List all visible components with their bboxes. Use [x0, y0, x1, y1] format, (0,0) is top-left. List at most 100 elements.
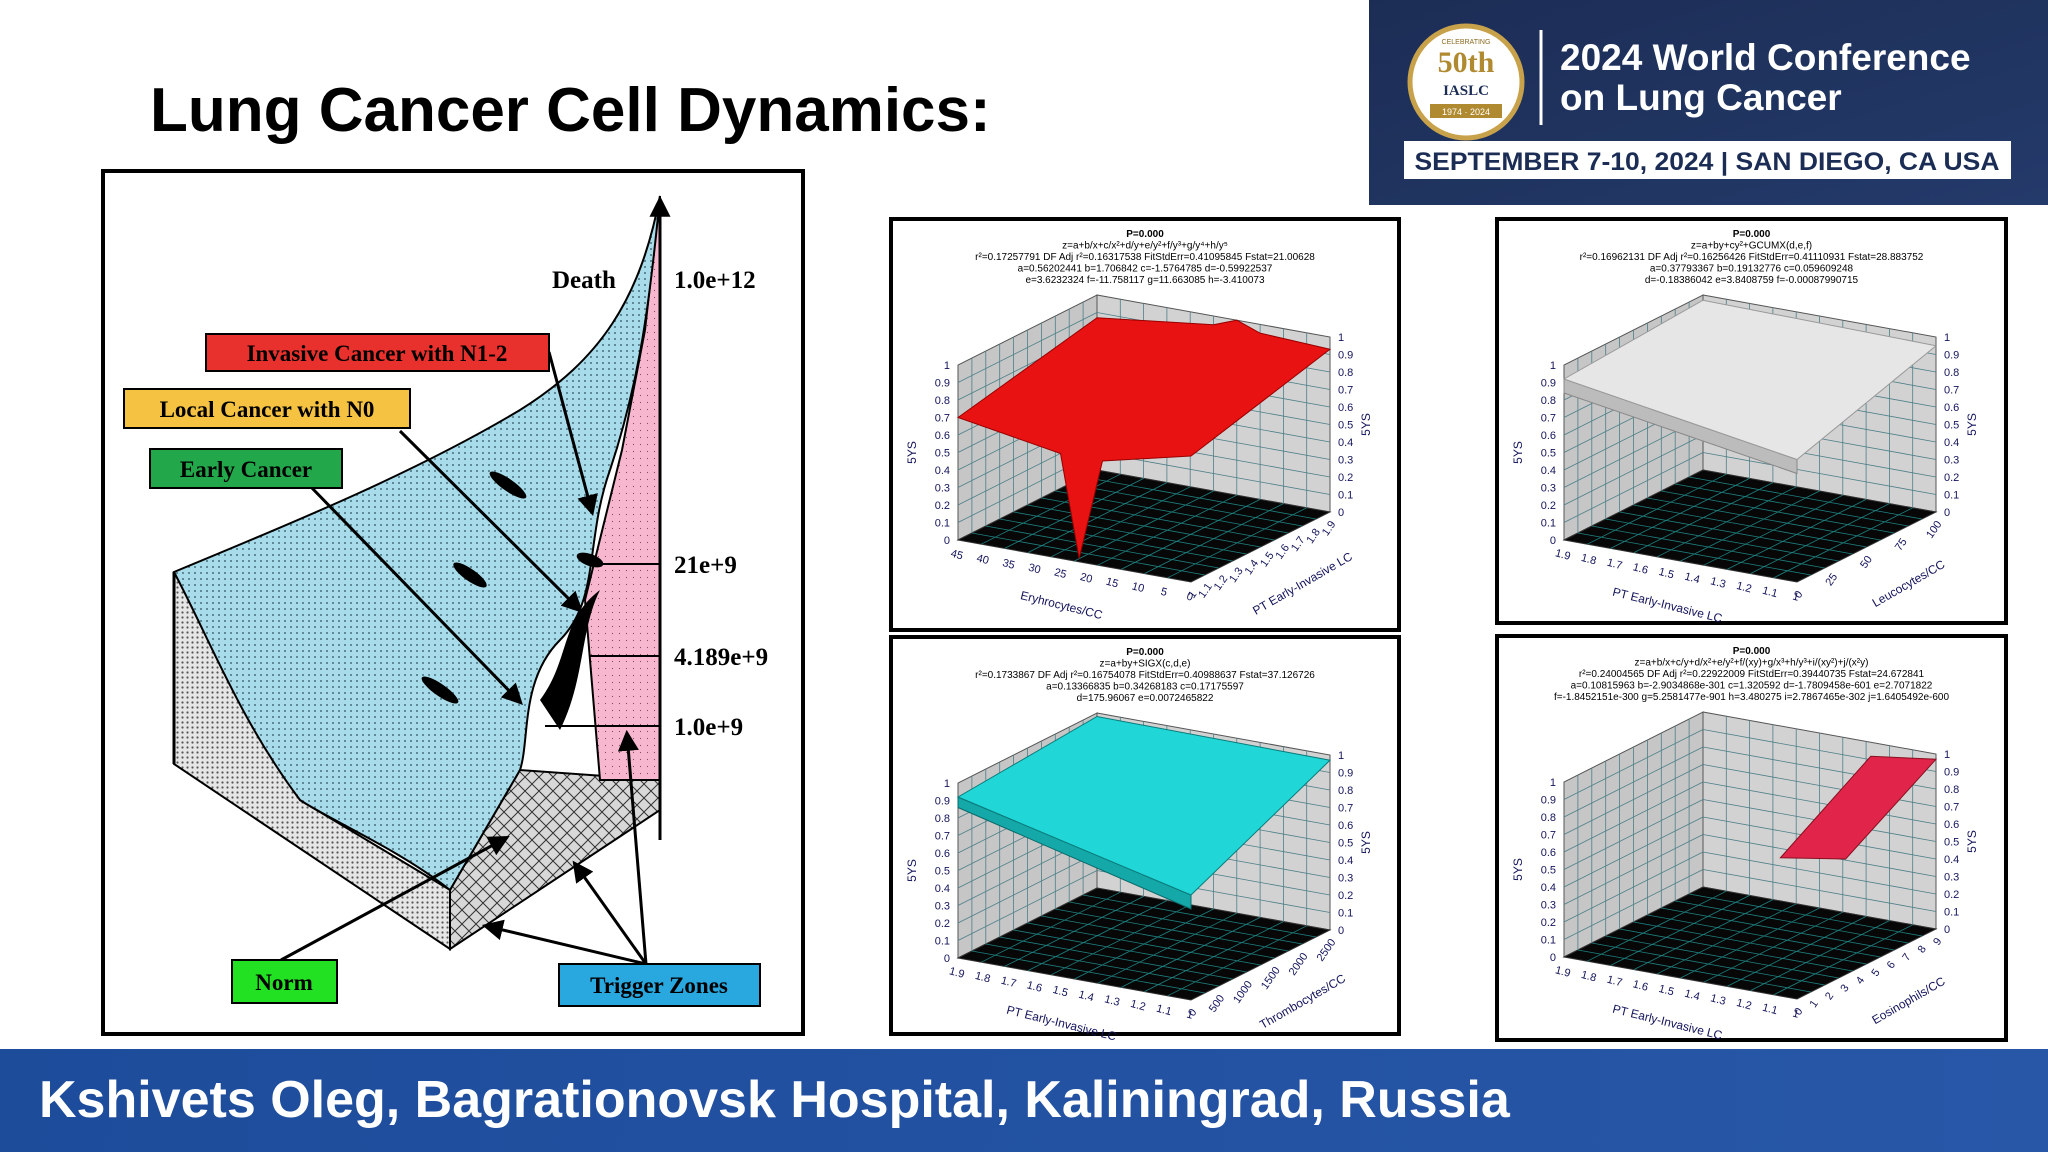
z-axis-label: 5YS — [1359, 413, 1373, 436]
floor-grid — [1055, 908, 1289, 952]
x-tick-label: 1.3 — [1103, 993, 1121, 1009]
floor-grid — [1675, 900, 1909, 944]
plot-header: a=0.13366835 b=0.34268183 c=0.17175597 — [1046, 682, 1244, 693]
y-tick-label: 0 — [1792, 589, 1805, 601]
z-tick-label: 0.5 — [1338, 420, 1353, 432]
plot-header: z=a+by+cy²+GCUMX(d,e,f) — [1691, 241, 1812, 252]
z-tick-label: 0.2 — [1944, 472, 1959, 484]
x-tick-label: 35 — [1001, 557, 1016, 572]
z-tick-label: 0.6 — [1338, 820, 1353, 832]
floor-grid — [1661, 490, 1895, 534]
y-tick-label: 75 — [1893, 536, 1910, 553]
trigger-zone-face — [449, 768, 661, 951]
z-tick-label: 0.8 — [1541, 395, 1556, 407]
z-tick-label: 1 — [1944, 332, 1950, 344]
floor-grid — [1144, 921, 1284, 992]
z-tick-label: 0.4 — [1338, 855, 1353, 867]
z-tick-label: 1 — [1338, 332, 1344, 344]
plot-header: d=175.96067 e=0.0072465822 — [1077, 693, 1214, 704]
y-tick-label: 50 — [1858, 554, 1875, 571]
z-tick-label: 0.3 — [935, 901, 950, 913]
x-tick-label: 1.8 — [974, 970, 992, 986]
floor-grid — [1661, 907, 1895, 951]
z-tick-label: 0.1 — [935, 518, 950, 530]
floor-grid — [1750, 920, 1890, 991]
response-surface — [1779, 755, 1938, 860]
y-tick-label: 5 — [1869, 967, 1882, 979]
z-tick-label: 0.4 — [1338, 437, 1353, 449]
y-tick-label: 2 — [1823, 990, 1836, 1002]
z-tick-label: 0.7 — [935, 831, 950, 843]
floor-grid — [1773, 924, 1913, 996]
y-tick-label: 6 — [1885, 959, 1898, 971]
z-tick-label: 0.9 — [1338, 768, 1353, 780]
pointer-arrow — [617, 729, 648, 965]
stage-box — [205, 333, 550, 372]
z-tick-label: 0.9 — [935, 796, 950, 808]
dates-band — [1404, 141, 2011, 179]
x-tick-label: 20 — [1079, 571, 1094, 586]
cell-dynamics-diagram: Death 1.0e+12 21e+9 4.189e+9 1.0e+9 Inva… — [101, 169, 805, 1036]
x-tick-label: 1.5 — [1657, 566, 1675, 582]
z-tick-label: 0.7 — [1944, 802, 1959, 814]
pointer-arrow — [481, 919, 647, 966]
plot-header: P=0.000 — [1733, 646, 1771, 657]
z-tick-label: 0.6 — [1541, 847, 1556, 859]
y-tick-label: 0 — [1792, 1006, 1805, 1018]
z-tick-label: 1 — [1944, 749, 1950, 761]
plot-header: r²=0.17257791 DF Adj r²=0.16317538 FitSt… — [975, 252, 1315, 263]
badge-ribbon — [1430, 104, 1502, 118]
plot-header: P=0.000 — [1126, 229, 1164, 240]
x-tick-label: 1.7 — [1000, 975, 1018, 991]
conference-name: 2024 World Conference — [1560, 37, 1971, 78]
plot-header: P=0.000 — [1126, 647, 1164, 658]
z-tick-label: 0.4 — [1944, 854, 1959, 866]
x-tick-label: 1.1 — [1761, 585, 1779, 601]
floor-grid — [1689, 476, 1923, 520]
footer-band — [0, 1049, 2048, 1152]
flow-mark — [453, 562, 487, 588]
z-tick-label: 0.9 — [1338, 350, 1353, 362]
conference-dates: SEPTEMBER 7-10, 2024 | SAN DIEGO, CA USA — [1415, 148, 2000, 176]
x-tick-label: 15 — [1105, 576, 1120, 591]
z-tick-label: 0.2 — [1541, 917, 1556, 929]
x-tick-label: 5 — [1159, 586, 1168, 599]
pointer-arrow — [280, 835, 510, 962]
z-tick-label: 0.2 — [1338, 472, 1353, 484]
wall-grid — [957, 312, 1098, 383]
response-surface — [956, 715, 1332, 896]
plot-header: a=0.37793367 b=0.19132776 c=0.059609248 — [1650, 264, 1854, 275]
z-tick-label: 0.1 — [1944, 490, 1959, 502]
z-axis-label: 5YS — [1965, 830, 1979, 853]
x-tick-label: 1.5 — [1051, 984, 1069, 1000]
z-tick-label: 0.8 — [1944, 367, 1959, 379]
z-tick-label: 0.5 — [1944, 420, 1959, 432]
floor-grid — [1726, 916, 1867, 987]
z-tick-label: 1 — [1550, 777, 1556, 789]
footer-text: Kshivets Oleg, Bagrationovsk Hospital, K… — [39, 1071, 1511, 1129]
z-tick-label: 0.7 — [1338, 385, 1353, 397]
z-axis-label: 5YS — [905, 859, 919, 882]
z-tick-label: 0.8 — [1541, 812, 1556, 824]
z-tick-label: 0.1 — [1338, 490, 1353, 502]
floor-grid — [1083, 476, 1317, 520]
floor-grid — [1167, 925, 1307, 997]
z-tick-label: 0.8 — [1944, 784, 1959, 796]
plot-panels: P=0.000z=a+b/x+c/x²+d/y+e/y²+f/y³+g/y⁴+h… — [889, 217, 2008, 1044]
z-axis-label: 5YS — [905, 441, 919, 464]
x-tick-label: 40 — [975, 552, 990, 567]
z-tick-label: 0 — [1338, 507, 1344, 519]
floor-grid — [1680, 907, 1820, 979]
floor-grid — [1703, 494, 1843, 566]
response-surface — [956, 317, 1332, 559]
z-tick-label: 0.9 — [1541, 378, 1556, 390]
z-tick-label: 0.6 — [1944, 402, 1959, 414]
x-tick-label: 1 — [1185, 1009, 1194, 1022]
y-tick-label: 8 — [1916, 944, 1929, 956]
z-tick-label: 0.4 — [935, 883, 950, 895]
plot-header: P=0.000 — [1733, 229, 1771, 240]
z-tick-label: 0 — [1550, 535, 1556, 547]
flow-mark — [421, 676, 459, 704]
plot-header: a=0.10815963 b=-2.9034868e-301 c=1.32059… — [1571, 681, 1933, 692]
x-tick-label: 1.5 — [1657, 983, 1675, 999]
